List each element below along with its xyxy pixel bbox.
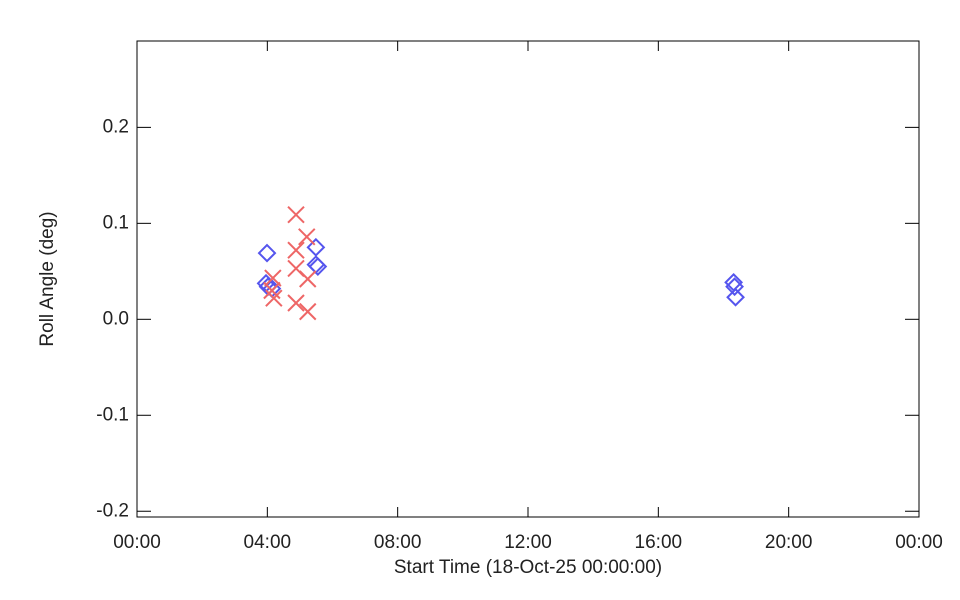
x-tick-label: 04:00 <box>244 532 292 553</box>
x-tick-label: 00:00 <box>895 532 943 553</box>
point-stroke <box>298 228 316 246</box>
point <box>299 302 317 321</box>
x-tick-label: 16:00 <box>635 532 683 553</box>
point <box>263 281 281 300</box>
y-axis-label: Roll Angle (deg) <box>37 211 58 346</box>
point-stroke <box>287 259 305 278</box>
point-stroke <box>287 241 305 259</box>
y-tick-label: 0.1 <box>103 212 129 233</box>
point <box>299 270 317 288</box>
point-stroke <box>263 281 281 300</box>
plot-frame <box>136 40 920 518</box>
y-tick-label: -0.1 <box>96 404 129 425</box>
point <box>298 228 316 246</box>
x-tick-label: 20:00 <box>765 532 813 553</box>
x-axis-label: Start Time (18-Oct-25 00:00:00) <box>394 557 662 578</box>
x-tick-label: 12:00 <box>504 532 552 553</box>
point <box>287 205 305 224</box>
y-tick-label: -0.2 <box>96 500 129 521</box>
point <box>725 277 744 297</box>
x-tick-label: 08:00 <box>374 532 422 553</box>
x-tick-label: 00:00 <box>113 532 161 553</box>
y-tick-label: 0.0 <box>103 308 129 329</box>
point <box>287 241 305 259</box>
point <box>257 243 277 263</box>
point-stroke <box>299 270 317 288</box>
point-stroke <box>265 289 283 307</box>
y-tick-label: 0.2 <box>103 116 129 137</box>
point-stroke <box>287 294 305 312</box>
point <box>306 237 326 257</box>
point <box>726 287 745 307</box>
point-stroke <box>287 205 305 224</box>
point <box>287 294 305 312</box>
point-stroke <box>264 269 282 287</box>
point <box>308 257 328 276</box>
point-stroke <box>299 302 317 321</box>
